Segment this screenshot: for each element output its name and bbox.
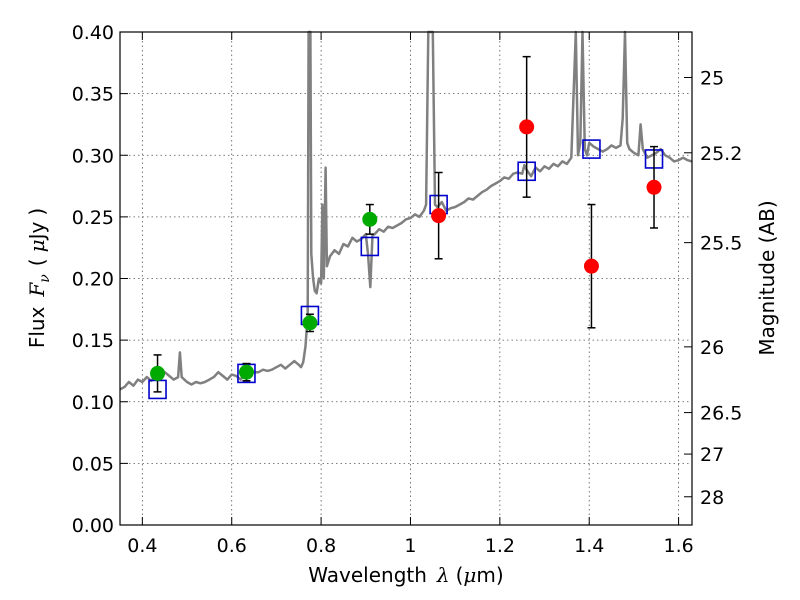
mag-tick-label: 28: [700, 487, 724, 509]
y-axis-label-prefix: Flux: [25, 306, 49, 348]
optical-photometry-point: [362, 211, 378, 227]
mag-tick-label: 25: [700, 68, 724, 90]
x-tick-label: 0.6: [217, 535, 247, 557]
y-axis-label-subscript: ν: [37, 274, 53, 283]
grid-lines: [120, 32, 692, 525]
optical-photometry-point: [238, 364, 254, 380]
y-tick-label: 0.20: [72, 269, 114, 291]
mag-tick-label: 25.5: [700, 233, 742, 255]
mag-tick-label: 25.2: [700, 143, 742, 165]
nir-photometry-point: [646, 179, 662, 195]
x-tick-label: 1.2: [485, 535, 515, 557]
y-tick-label: 0.15: [72, 330, 114, 352]
photometry-layer: [148, 55, 664, 400]
nir-photometry-point: [583, 258, 599, 274]
mag-tick-label: 27: [700, 444, 724, 466]
nir-photometry-point: [519, 119, 535, 135]
y-axis-label-unit: Jy: [25, 221, 49, 241]
axis-ticks: [120, 31, 692, 526]
tick-labels: 0.4 0.6 0.8 1 1.2 1.4 1.6 0.00 0.05 0.10 0.15 0.20 0…: [72, 22, 743, 557]
x-axis-label-open: (: [456, 563, 464, 587]
model-photometry-square: [360, 236, 380, 257]
y-axis-label-open: (: [25, 258, 49, 266]
y-tick-label: 0.30: [72, 145, 114, 167]
y-axis-label-close: ): [25, 208, 49, 216]
optical-photometry-point: [150, 365, 166, 381]
x-axis-label-prefix: Wavelength: [308, 563, 427, 587]
x-axis-label: Wavelength λ (μm): [308, 563, 503, 587]
x-tick-label: 0.4: [127, 535, 157, 557]
y-tick-label: 0.00: [72, 515, 114, 537]
x-tick-label: 1: [404, 535, 416, 557]
y-axis-label-unit-mu: μ: [25, 239, 49, 252]
x-axis-label-unit-mu: μ: [463, 563, 476, 587]
nir-photometry-point: [431, 208, 447, 224]
mag-tick-label: 26: [700, 337, 724, 359]
model-spectrum-line: [119, 30, 693, 391]
y-tick-label: 0.35: [72, 84, 114, 106]
x-tick-label: 1.4: [574, 535, 604, 557]
y-axis-label-symbol: F: [25, 282, 49, 298]
right-axis-label: Magnitude (AB): [755, 200, 779, 355]
optical-photometry-point: [302, 315, 318, 331]
model-photometry-square: [582, 139, 601, 159]
y-tick-label: 0.40: [72, 22, 114, 44]
model-spectrum-layer: [119, 30, 693, 391]
x-axis-label-symbol: λ: [436, 563, 450, 587]
x-axis-label-unit: m: [476, 563, 495, 587]
x-tick-label: 0.8: [306, 535, 336, 557]
x-axis-label-close: ): [496, 563, 504, 587]
mag-tick-label: 26.5: [700, 403, 742, 425]
y-axis-label: Flux Fν ( μJy): [25, 208, 53, 348]
y-tick-label: 0.25: [72, 207, 114, 229]
x-tick-label: 1.6: [663, 535, 693, 557]
y-tick-label: 0.10: [72, 392, 114, 414]
y-tick-label: 0.05: [72, 453, 114, 475]
